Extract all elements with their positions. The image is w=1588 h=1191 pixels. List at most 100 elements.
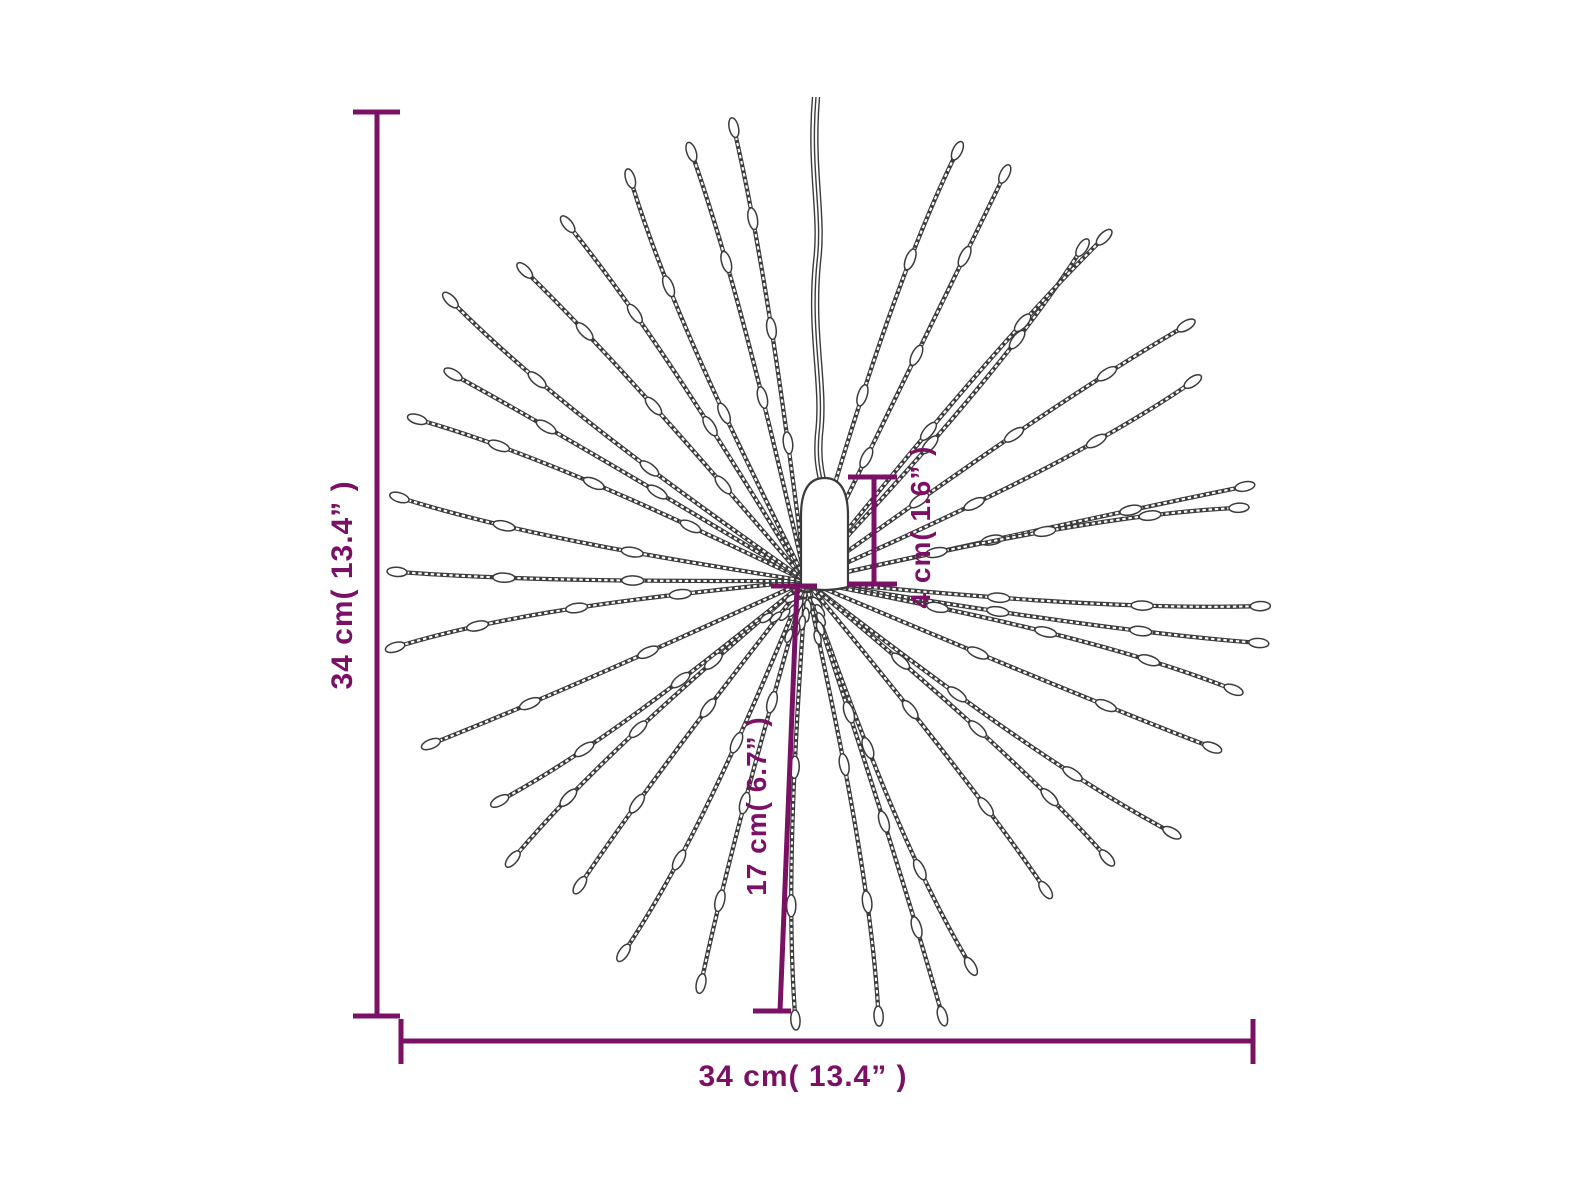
led-bulb: [695, 972, 707, 995]
led-bulb: [720, 250, 733, 274]
burst-branch: [388, 491, 807, 584]
burst-branch: [516, 261, 808, 583]
led-bulb: [388, 491, 410, 504]
led-bulb: [1038, 880, 1054, 900]
led-bulb: [873, 1005, 884, 1027]
led-bulb: [1129, 625, 1153, 637]
led-bulb: [685, 141, 698, 163]
led-bulb: [559, 788, 578, 808]
led-bulb: [717, 402, 732, 425]
led-bulb: [564, 602, 589, 614]
led-bulb: [518, 696, 541, 711]
dimension-height: 34 cm( 13.4” ): [326, 109, 400, 1019]
led-bulb: [778, 608, 791, 622]
led-bulb: [1248, 637, 1270, 649]
led-bulb: [977, 796, 995, 817]
led-bulb: [1075, 238, 1090, 258]
led-bulb: [901, 699, 919, 720]
led-bulb: [785, 894, 797, 918]
led-bulb: [1119, 504, 1143, 517]
led-bulb: [957, 245, 972, 268]
led-bulb: [936, 1005, 949, 1027]
led-bulb: [620, 575, 645, 586]
led-bulb: [728, 117, 740, 139]
burst-branch: [559, 215, 808, 583]
led-bulb: [925, 601, 949, 614]
led-bulb: [784, 628, 794, 644]
led-bulb: [909, 344, 924, 367]
height-dimension-label: 34 cm( 13.4” ): [326, 480, 359, 689]
led-bulb: [1249, 600, 1272, 612]
led-bulb: [661, 275, 676, 298]
led-bulb: [639, 460, 660, 477]
led-bulb: [986, 592, 1011, 604]
led-bulb: [738, 791, 751, 815]
led-bulb: [815, 620, 825, 636]
led-bulb: [504, 850, 521, 869]
burst-branch: [805, 579, 1223, 754]
led-bulb: [759, 612, 774, 624]
led-bulb: [1095, 228, 1113, 246]
burst-branch: [728, 117, 809, 582]
led-bulb: [861, 890, 873, 914]
burst-branch: [489, 579, 808, 809]
led-bulb: [861, 736, 875, 760]
led-bulb: [1085, 433, 1107, 449]
led-bulb: [487, 439, 511, 453]
led-bulb: [924, 546, 948, 559]
burst-branch: [803, 580, 884, 1027]
led-bulb: [713, 889, 726, 913]
led-bulb: [921, 435, 939, 455]
led-bulb: [968, 720, 988, 738]
led-bulb: [998, 163, 1012, 184]
branch-length-dimension-label: 17 cm( 6.7” ): [741, 716, 772, 896]
led-bulb: [782, 431, 794, 455]
led-bulb: [516, 261, 534, 279]
led-bulb: [966, 646, 989, 660]
led-bulb: [1094, 698, 1118, 713]
width-dimension-label: 34 cm( 13.4” ): [698, 1060, 907, 1093]
led-bulb: [572, 875, 588, 895]
burst-branch: [685, 141, 809, 582]
led-bulb: [986, 605, 1010, 618]
led-bulb: [1096, 365, 1118, 382]
led-bulb: [620, 546, 644, 558]
led-bulb: [574, 741, 595, 758]
led-bulb: [838, 752, 850, 777]
led-bulb: [628, 720, 648, 739]
led-bulb: [1201, 741, 1223, 754]
burst-branch: [624, 168, 808, 582]
burst-branch: [616, 580, 808, 963]
burst-branch: [804, 579, 1116, 867]
led-bulb: [406, 413, 428, 426]
led-bulb: [946, 686, 968, 703]
led-bulb: [1138, 510, 1162, 522]
led-bulb: [646, 484, 668, 500]
led-bulb: [699, 698, 717, 718]
led-bulb: [765, 690, 779, 714]
led-bulb: [747, 207, 759, 231]
led-bulb: [637, 645, 660, 660]
led-bulb: [489, 793, 510, 809]
led-bulb: [1234, 480, 1256, 493]
led-bulb: [1013, 313, 1032, 333]
led-bulb: [465, 620, 490, 632]
burst-branch: [443, 367, 808, 583]
led-bulb: [877, 810, 891, 833]
led-bulb: [384, 641, 406, 654]
led-bulb: [714, 475, 732, 495]
led-bulb: [1228, 502, 1250, 514]
center-drop-dimension-label: 4 cm( 1.6” ): [905, 446, 936, 609]
led-bulb: [1034, 625, 1058, 638]
led-bulb: [671, 849, 687, 871]
hanging-cord: [810, 96, 827, 481]
led-bulb: [624, 168, 637, 189]
burst-branch: [441, 291, 808, 583]
led-bulb: [963, 956, 979, 977]
led-bulb: [1098, 849, 1116, 867]
led-bulb: [559, 215, 576, 234]
led-bulb: [1162, 825, 1182, 840]
burst-branch: [420, 579, 807, 751]
led-bulb: [668, 588, 693, 600]
